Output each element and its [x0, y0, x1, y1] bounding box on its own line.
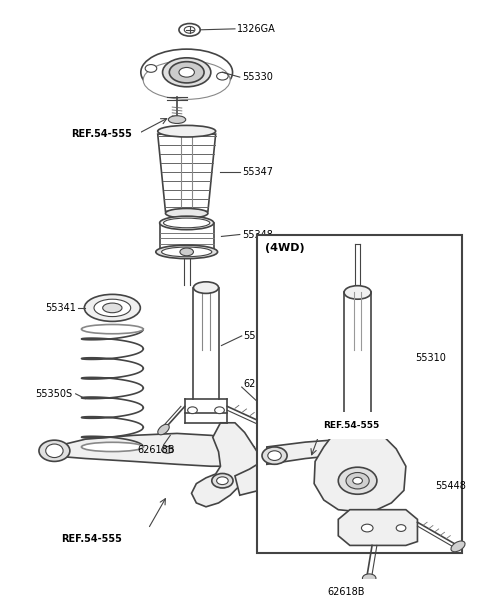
Ellipse shape — [215, 407, 224, 414]
Text: 55310: 55310 — [416, 353, 446, 363]
Ellipse shape — [84, 294, 140, 321]
Ellipse shape — [160, 216, 214, 230]
Ellipse shape — [268, 451, 281, 460]
Text: (4WD): (4WD) — [265, 243, 304, 253]
Ellipse shape — [184, 26, 195, 33]
Ellipse shape — [272, 424, 287, 435]
Text: 55448: 55448 — [435, 481, 466, 491]
Ellipse shape — [193, 282, 218, 293]
Polygon shape — [314, 435, 406, 512]
Text: 55341: 55341 — [45, 303, 76, 313]
Polygon shape — [338, 510, 418, 546]
Polygon shape — [235, 432, 315, 495]
Text: 55347: 55347 — [242, 167, 273, 177]
Ellipse shape — [39, 440, 70, 461]
Ellipse shape — [46, 444, 63, 457]
Ellipse shape — [262, 447, 287, 464]
Text: 55350S: 55350S — [35, 389, 72, 399]
Ellipse shape — [361, 524, 373, 532]
Ellipse shape — [158, 125, 216, 137]
Polygon shape — [158, 134, 216, 211]
Ellipse shape — [339, 422, 349, 429]
Ellipse shape — [216, 72, 228, 80]
Ellipse shape — [82, 325, 143, 334]
Ellipse shape — [162, 447, 173, 453]
Text: 62618B: 62618B — [137, 445, 175, 455]
Text: REF.54-555: REF.54-555 — [61, 534, 122, 544]
Polygon shape — [192, 423, 257, 507]
Ellipse shape — [338, 467, 377, 494]
Ellipse shape — [396, 525, 406, 531]
Text: 55348: 55348 — [242, 229, 273, 239]
Ellipse shape — [180, 248, 193, 256]
Text: 55330: 55330 — [242, 72, 273, 82]
Ellipse shape — [143, 61, 230, 99]
Ellipse shape — [366, 422, 376, 429]
Ellipse shape — [179, 67, 194, 77]
Ellipse shape — [145, 64, 157, 72]
Ellipse shape — [163, 58, 211, 87]
Ellipse shape — [301, 439, 313, 447]
Ellipse shape — [82, 442, 143, 451]
Ellipse shape — [297, 435, 318, 451]
Ellipse shape — [353, 478, 362, 484]
Text: 1326GA: 1326GA — [237, 24, 276, 34]
Ellipse shape — [344, 286, 371, 299]
Ellipse shape — [188, 407, 197, 414]
Ellipse shape — [451, 541, 465, 552]
Ellipse shape — [346, 472, 369, 489]
Text: 62618B: 62618B — [327, 587, 365, 597]
Ellipse shape — [169, 61, 204, 83]
Bar — [257, 235, 462, 553]
Ellipse shape — [168, 116, 186, 124]
Ellipse shape — [162, 247, 212, 257]
Ellipse shape — [179, 23, 200, 36]
Ellipse shape — [158, 424, 169, 435]
Text: REF.54-555: REF.54-555 — [71, 129, 132, 139]
Text: 55310: 55310 — [244, 331, 275, 341]
Ellipse shape — [164, 218, 210, 227]
Ellipse shape — [212, 473, 233, 488]
Text: REF.50-527: REF.50-527 — [288, 463, 349, 473]
Polygon shape — [47, 433, 254, 466]
Ellipse shape — [103, 303, 122, 313]
Ellipse shape — [94, 299, 131, 316]
Ellipse shape — [362, 574, 376, 583]
Ellipse shape — [216, 477, 228, 485]
Ellipse shape — [166, 208, 208, 218]
Ellipse shape — [141, 49, 232, 96]
Ellipse shape — [156, 245, 217, 259]
Text: REF.54-555: REF.54-555 — [323, 421, 379, 430]
Polygon shape — [267, 437, 344, 464]
Text: 62617B: 62617B — [244, 379, 281, 389]
